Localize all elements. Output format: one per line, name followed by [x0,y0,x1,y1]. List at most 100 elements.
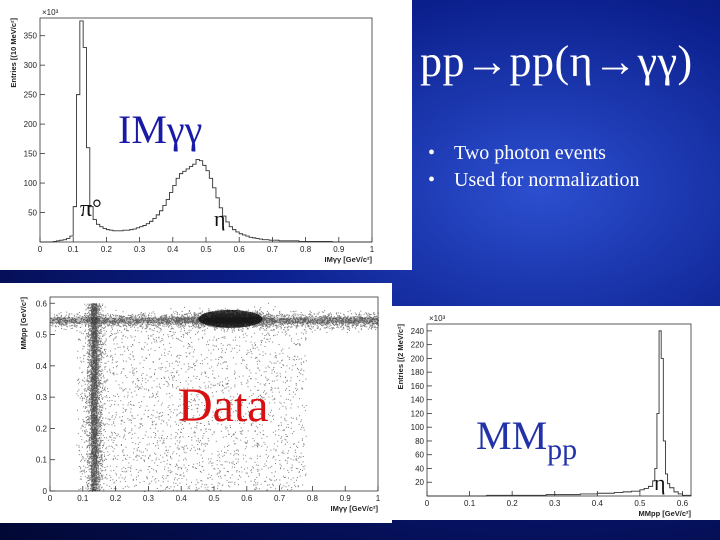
histogram-bin [282,241,285,242]
x-tick-label: 0.5 [208,494,220,503]
histogram-bin [259,239,262,242]
y-tick-label: 180 [411,368,425,377]
histogram-bin [529,495,538,496]
y-tick-label: 80 [415,437,424,446]
x-axis-label: IMγγ [GeV/c²] [324,255,372,264]
x-tick-label: 0.8 [307,494,319,503]
x-tick-label: 1 [376,494,381,503]
im-gg-histogram-panel: 0 0.1 0.2 0.3 0.4 0.5 0.6 0.7 0.8 0.9 1 50 100 150 200… [0,0,412,270]
histogram-bin [606,493,615,496]
histogram-bin [176,178,179,242]
histogram-bin [299,241,302,242]
x-tick-label: 0.3 [143,494,155,503]
histogram-bin [614,493,623,496]
histogram-bin [199,161,202,242]
histogram-bin [640,490,644,496]
histogram-bin [644,488,648,496]
vertical-band [91,303,98,491]
histogram-bin [236,232,239,242]
histogram-bin [136,228,139,242]
histogram-bin [668,484,670,496]
y-tick-label: 200 [411,354,425,363]
y-tick-label: 50 [28,209,37,218]
x-tick-label: 0.5 [634,499,646,508]
bullet-item: Two photon events [428,140,640,167]
y-tick-label: 100 [24,179,38,188]
histogram-bin [150,221,153,242]
histogram-bin [189,167,192,242]
eta-peak-label: η [214,206,226,231]
y-tick-label: 350 [24,32,38,41]
histogram-bin [249,237,252,242]
x-tick-label: 0.8 [300,245,312,254]
x-tick-label: 0.1 [464,499,476,508]
x-tick-label: 0.1 [77,494,89,503]
y-axis-label: Entries [(10 MeV/c²] [9,18,18,88]
histogram-bin [233,230,236,242]
y-tick-label: 60 [415,451,424,460]
mmpp-histogram-panel: 0 0.1 0.2 0.3 0.4 0.5 0.6 20 40 60 80 100 120 140 160 1… [385,306,720,520]
histogram-bin [113,231,116,242]
x-tick-label: 0.7 [267,245,279,254]
axes: 0 0.1 0.2 0.3 0.4 0.5 0.6 20 40 60 80 100 120 140 160 1… [396,314,691,518]
exponent-label: ×10³ [429,314,446,323]
histogram-bin [67,238,70,242]
x-tick-label: 0.4 [176,494,188,503]
x-tick-label: 0.6 [234,245,246,254]
histogram-bin [153,218,156,242]
x-tick-label: 0.7 [274,494,286,503]
data-label: Data [178,379,269,432]
histogram-bin [563,495,572,496]
histogram-bin [123,230,126,242]
x-tick-label: 0.9 [333,245,345,254]
histogram-bin [53,241,56,242]
histogram-bin [296,241,299,242]
histogram-bin [597,493,606,496]
y-tick-label: 120 [411,409,425,418]
y-tick-label: 300 [24,61,38,70]
y-tick-label: 200 [24,120,38,129]
histogram-bin [316,241,319,242]
histogram-bin [63,240,66,242]
histogram-bin [116,231,119,242]
histogram-bin [312,241,315,242]
histogram-bin [309,241,312,242]
histogram-bin [130,230,133,242]
x-tick-label: 0.1 [68,245,80,254]
y-axis-label: Entries [(2 MeV/c²] [396,324,405,390]
y-tick-label: 220 [411,341,425,350]
scatter-dots [50,302,379,492]
histogram-bin [504,495,513,496]
y-tick-label: 0.3 [36,393,48,402]
x-tick-label: 0.9 [340,494,352,503]
histogram-bin [209,178,212,242]
histogram-bin [682,495,691,496]
histogram-bin [276,240,279,242]
y-tick-label: 150 [24,150,38,159]
x-axis-label: MMpp [GeV/c²] [639,509,692,518]
eta-peak-blob [198,309,263,328]
histogram-bin [229,227,232,242]
histogram-bin [670,488,674,496]
histogram-bin [120,231,123,242]
histogram-bin [329,241,332,242]
histogram-bin [521,495,530,496]
histogram-bin [279,241,282,242]
histogram-bin [292,241,295,242]
histogram-bin [96,224,99,242]
histogram-bin [623,492,632,496]
histogram-bin [70,236,73,242]
im-gg-outline [40,20,372,243]
x-tick-label: 0.2 [101,245,113,254]
histogram-bin [206,171,209,242]
histogram-bin [226,222,229,242]
histogram-bin [286,241,289,242]
histogram-bin [269,240,272,242]
histogram-bin [60,240,63,242]
histogram-bin [179,174,182,242]
histogram-bin [203,165,206,242]
histogram-bin [110,230,113,242]
histogram-bin [146,224,149,242]
histogram-bin [143,225,146,242]
histogram-bin [487,495,496,496]
